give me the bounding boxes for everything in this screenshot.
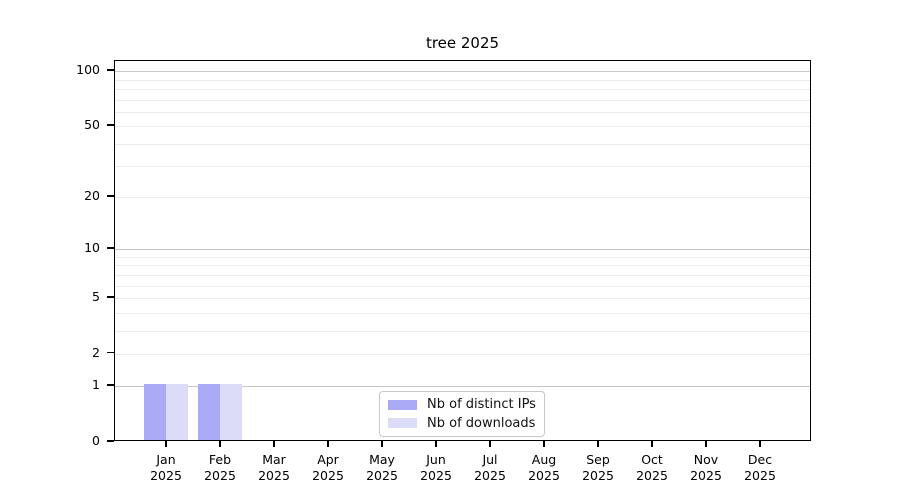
y-tick-label-2: 2 [92, 344, 100, 360]
gridline-major-1 [115, 386, 810, 388]
gridline-minor-60 [115, 111, 810, 113]
legend-label-downloads: Nb of downloads [427, 415, 536, 431]
x-tick-label-jul: Jul 2025 [474, 452, 506, 483]
y-tick-label-50: 50 [84, 117, 100, 133]
x-tick-mark-oct [651, 441, 653, 447]
x-tick-mark-may [381, 441, 383, 447]
x-tick-mark-mar [273, 441, 275, 447]
y-tick-mark-1 [107, 384, 114, 386]
y-tick-mark-10 [107, 247, 114, 249]
x-tick-label-mar: Mar 2025 [258, 452, 290, 483]
bar-nb-of-distinct-ips-jan [143, 384, 166, 440]
x-tick-label-sep: Sep 2025 [582, 452, 614, 483]
plot-area: Nb of distinct IPs Nb of downloads [114, 60, 811, 441]
y-tick-label-10: 10 [84, 240, 100, 256]
legend-item-distinct-ips: Nb of distinct IPs [388, 397, 536, 412]
gridline-minor-9 [115, 257, 810, 258]
legend-item-downloads: Nb of downloads [388, 416, 536, 431]
gridline-minor-5 [115, 298, 810, 300]
x-tick-mark-aug [543, 441, 545, 447]
x-tick-mark-jul [489, 441, 491, 447]
x-tick-mark-sep [597, 441, 599, 447]
y-tick-label-5: 5 [92, 289, 100, 305]
y-tick-label-1: 1 [92, 377, 100, 393]
bar-nb-of-downloads-feb [219, 384, 242, 440]
y-tick-label-100: 100 [76, 62, 100, 78]
legend: Nb of distinct IPs Nb of downloads [379, 391, 545, 437]
y-tick-label-20: 20 [84, 188, 100, 204]
x-tick-label-feb: Feb 2025 [204, 452, 236, 483]
x-tick-mark-apr [327, 441, 329, 447]
legend-swatch-distinct-ips [388, 399, 417, 410]
gridline-minor-80 [115, 88, 810, 90]
gridline-minor-30 [115, 166, 810, 168]
legend-swatch-downloads [388, 418, 417, 429]
x-tick-label-apr: Apr 2025 [312, 452, 344, 483]
legend-label-distinct-ips: Nb of distinct IPs [427, 397, 536, 413]
gridline-minor-8 [115, 265, 810, 267]
gridline-major-100 [115, 71, 810, 73]
y-tick-mark-0 [107, 440, 114, 442]
x-tick-label-jan: Jan 2025 [150, 452, 182, 483]
gridline-minor-40 [115, 143, 810, 145]
x-tick-mark-nov [705, 441, 707, 447]
x-tick-label-nov: Nov 2025 [690, 452, 722, 483]
gridline-major-10 [115, 249, 810, 251]
x-tick-label-may: May 2025 [366, 452, 398, 483]
gridline-minor-6 [115, 285, 810, 287]
gridline-minor-20 [115, 197, 810, 199]
x-tick-label-aug: Aug 2025 [528, 452, 560, 483]
bar-nb-of-distinct-ips-feb [197, 384, 220, 440]
x-tick-mark-dec [759, 441, 761, 447]
y-tick-mark-20 [107, 195, 114, 197]
bar-nb-of-downloads-jan [165, 384, 188, 440]
y-tick-mark-2 [107, 351, 114, 354]
y-tick-mark-50 [107, 124, 114, 126]
x-tick-label-oct: Oct 2025 [636, 452, 668, 483]
x-tick-label-dec: Dec 2025 [744, 452, 776, 483]
gridline-minor-2 [115, 353, 810, 355]
gridline-minor-3 [115, 330, 810, 332]
y-tick-mark-5 [107, 296, 114, 298]
x-tick-mark-jun [435, 441, 437, 447]
x-tick-mark-jan [165, 441, 167, 447]
x-tick-label-jun: Jun 2025 [420, 452, 452, 483]
y-tick-mark-100 [107, 69, 114, 71]
x-tick-mark-feb [219, 441, 221, 447]
gridline-minor-7 [115, 274, 810, 276]
gridline-minor-70 [115, 99, 810, 101]
gridline-minor-50 [115, 126, 810, 128]
chart-title: tree 2025 [425, 34, 500, 52]
gridline-minor-4 [115, 312, 810, 314]
y-tick-label-0: 0 [92, 433, 100, 448]
gridline-minor-90 [115, 79, 810, 81]
